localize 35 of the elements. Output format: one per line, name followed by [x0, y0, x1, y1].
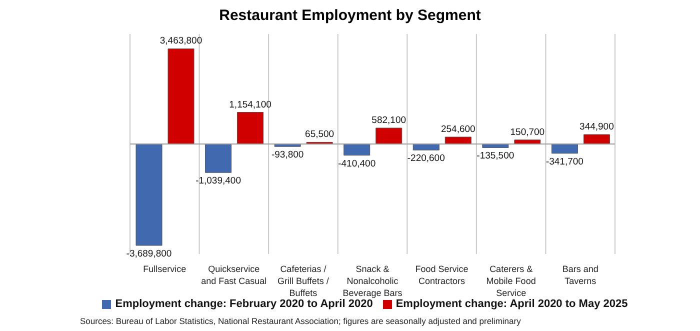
- source-note: Sources: Bureau of Labor Statistics, National Restaurant Association; figures are seasonally adjusted and preliminary: [80, 316, 521, 326]
- data-label: -1,039,400: [196, 176, 242, 187]
- chart-title: Restaurant Employment by Segment: [218, 6, 482, 26]
- bar: [444, 136, 472, 144]
- bar: [237, 112, 264, 144]
- data-label: 1,154,100: [229, 99, 272, 110]
- data-label: 150,700: [510, 126, 545, 138]
- bar: [551, 144, 578, 154]
- data-label: 65,500: [305, 129, 334, 140]
- x-tick-label: Food Service Contractors: [415, 264, 468, 286]
- x-tick-label: Bars and Taverns: [562, 264, 598, 286]
- legend-label: Employment change: February 2020 to April 2020: [115, 298, 373, 310]
- data-label: -220,600: [407, 153, 445, 164]
- bar: [412, 144, 440, 150]
- x-tick-label: Fullservice: [143, 264, 186, 274]
- bar: [136, 144, 162, 246]
- x-tick-label: Snack & Nonalcoholic Beverage Bars: [342, 264, 403, 298]
- data-label: -93,800: [271, 150, 304, 161]
- x-tick-label: Cafeterias / Grill Buffets / Buffets: [278, 264, 330, 298]
- bar: [344, 144, 370, 156]
- x-tick-label: Caterers & Mobile Food Service: [486, 264, 536, 298]
- data-label: 582,100: [372, 114, 406, 126]
- data-label: -341,700: [546, 156, 584, 168]
- data-label: -3,689,800: [126, 248, 172, 260]
- bar: [205, 144, 232, 173]
- bar: [583, 134, 610, 144]
- data-label: -410,400: [338, 158, 376, 170]
- bar: [168, 48, 194, 144]
- data-label: -135,500: [476, 150, 514, 162]
- legend-label: Employment change: April 2020 to May 2025: [396, 298, 628, 310]
- x-tick-label: Quickservice and Fast Casual: [201, 264, 267, 286]
- bar: [376, 128, 402, 144]
- data-label: 254,600: [440, 124, 476, 135]
- data-label: 3,463,800: [160, 36, 202, 47]
- data-label: 344,900: [580, 122, 614, 133]
